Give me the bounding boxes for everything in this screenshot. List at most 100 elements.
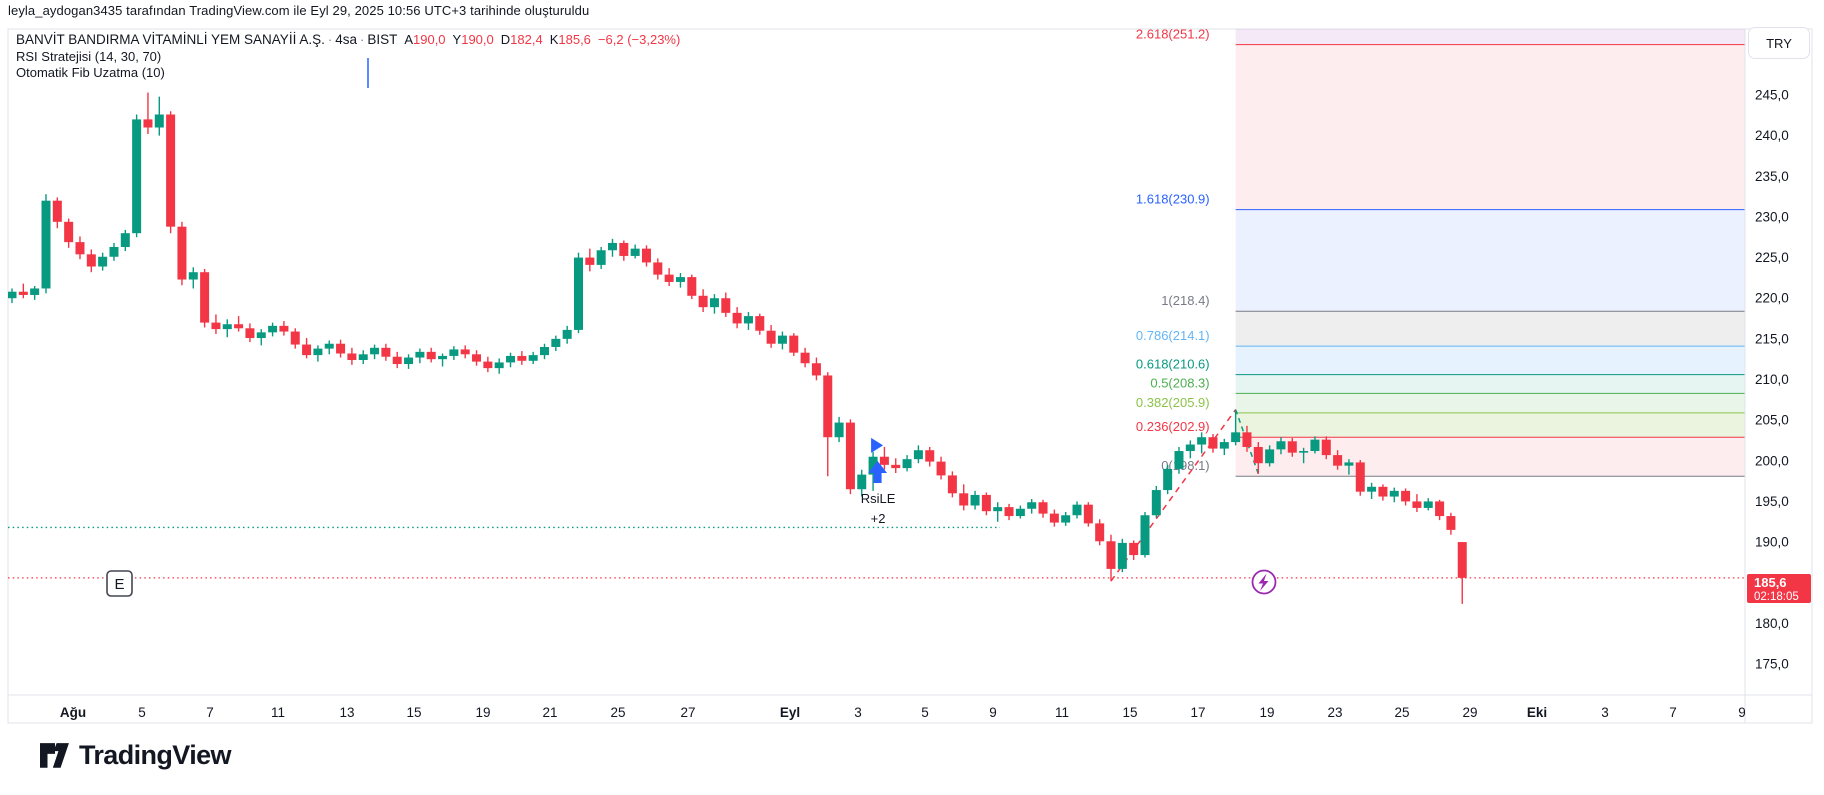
candle-body <box>370 347 380 355</box>
bar-countdown: 02:18:05 <box>1754 591 1799 603</box>
time-tick-label: 7 <box>206 705 214 720</box>
candle-body <box>449 349 459 356</box>
candle-body <box>698 295 708 308</box>
plot-area[interactable]: 2.618(251.2) 1.618(230.9) 1(218.4) 0.786(21… <box>8 27 1746 604</box>
change-value: −6,2 (−3,23%) <box>597 32 681 47</box>
chart-pane[interactable] <box>7 28 1813 724</box>
symbol-row: BANVİT BANDIRMA VİTAMİNLİ YEM SANAYİİ A.… <box>16 32 681 47</box>
candle-body <box>913 450 923 460</box>
time-tick-label: 17 <box>1190 705 1205 720</box>
candle-body <box>1242 432 1252 447</box>
candle-body <box>154 114 164 128</box>
candle-body <box>75 242 85 255</box>
candle-body <box>290 331 300 345</box>
candle-body <box>438 355 448 360</box>
candle-body <box>245 328 255 339</box>
fib-band <box>1235 44 1745 210</box>
candle-body <box>811 363 821 376</box>
earnings-badge[interactable]: E <box>106 570 133 597</box>
price-tick-label: 195,0 <box>1755 494 1789 509</box>
open-key: A <box>404 32 413 47</box>
candle-body <box>483 361 493 369</box>
candle-body <box>789 335 799 353</box>
candle-body <box>279 325 289 332</box>
time-tick-label: 7 <box>1669 705 1677 720</box>
candle-body <box>472 354 482 362</box>
fib-level-label: 1(218.4) <box>1161 293 1209 308</box>
price-tick-label: 235,0 <box>1755 169 1789 184</box>
candle-body <box>18 291 28 295</box>
fib-level-label: 0.786(214.1) <box>1136 328 1210 343</box>
event-lightning-icon[interactable] <box>1251 569 1277 595</box>
candle-body <box>1344 462 1354 466</box>
candle-body <box>834 422 844 438</box>
time-axis[interactable]: Ağu 5 7 11 13 15 19 21 25 27 Eyl 3 5 9 11 15 17 19 23 25 29 E… <box>60 705 1746 720</box>
candle-body <box>336 343 346 354</box>
candles <box>8 92 1467 604</box>
open-value: 190,0 <box>413 32 446 47</box>
tradingview-logo[interactable]: TradingView <box>40 740 232 771</box>
candle-body <box>925 450 935 462</box>
candle-body <box>1095 523 1105 542</box>
candle-body <box>1389 490 1399 497</box>
earnings-badge-box <box>106 570 133 597</box>
close-value: 185,6 <box>558 32 591 47</box>
fib-level-label: 0.382(205.9) <box>1136 395 1210 410</box>
indicator-auto-fib: Otomatik Fib Uzatma (10) <box>16 65 165 80</box>
price-tick-label: 225,0 <box>1755 250 1789 265</box>
strategy-marker-qty: +2 <box>871 511 886 526</box>
candle-body <box>981 494 991 512</box>
time-tick-label: 19 <box>1259 705 1274 720</box>
time-tick-label: 11 <box>271 705 285 720</box>
candle-body <box>675 277 685 282</box>
candle-body <box>1287 441 1297 453</box>
time-tick-label: 3 <box>854 705 862 720</box>
time-tick-label: 29 <box>1462 705 1477 720</box>
candle-body <box>177 226 187 280</box>
high-key: Y <box>452 32 462 47</box>
candle-body <box>313 348 323 356</box>
price-tick-label: 245,0 <box>1755 88 1789 103</box>
fib-band <box>1235 29 1745 45</box>
attribution-text: leyla_aydogan3435 tarafından TradingView… <box>8 3 590 18</box>
candle-body <box>517 355 527 361</box>
time-tick-label: 9 <box>1738 705 1746 720</box>
price-tick-label: 210,0 <box>1755 372 1789 387</box>
time-tick-label: 13 <box>339 705 354 720</box>
candle-body <box>200 272 210 323</box>
candle-body <box>732 312 742 324</box>
candle-body <box>1038 502 1048 514</box>
candle-body <box>1185 444 1195 452</box>
candle-body <box>607 242 617 251</box>
high-value: 190,0 <box>461 32 494 47</box>
time-tick-label: 23 <box>1327 705 1342 720</box>
buy-arrow-icon <box>868 461 888 483</box>
price-tick-label: 205,0 <box>1755 413 1789 428</box>
candle-body <box>222 324 232 330</box>
candle-body <box>494 362 504 369</box>
currency-toggle-button[interactable]: TRY <box>1748 27 1810 59</box>
price-chart[interactable]: 2.618(251.2) 1.618(230.9) 1(218.4) 0.786(21… <box>0 0 1824 736</box>
candle-body <box>959 493 969 506</box>
candle-body <box>1457 542 1467 578</box>
candle-body <box>347 353 357 360</box>
candle-body <box>1140 515 1150 556</box>
entry-triangle-icon <box>871 437 884 453</box>
candle-body <box>777 335 787 344</box>
last-price-value: 185,6 <box>1754 575 1787 590</box>
candle-body <box>324 343 334 349</box>
candle-body <box>1208 437 1218 449</box>
candle-body <box>1265 449 1275 464</box>
candle-body <box>902 459 912 469</box>
candle-body <box>86 254 96 267</box>
price-axis[interactable]: 245,0 240,0 235,0 230,0 225,0 220,0 215,0 210,0… <box>1755 88 1789 672</box>
price-tick-label: 190,0 <box>1755 535 1789 550</box>
low-key: D <box>500 32 511 47</box>
candle-body <box>256 332 266 339</box>
time-tick-label: Eyl <box>780 705 800 720</box>
candle-body <box>709 298 719 308</box>
candle-body <box>98 256 108 267</box>
candle-body <box>1027 502 1037 509</box>
candle-body <box>936 461 946 476</box>
strategy-entry-marker[interactable]: RsiLE +2 <box>861 437 896 526</box>
